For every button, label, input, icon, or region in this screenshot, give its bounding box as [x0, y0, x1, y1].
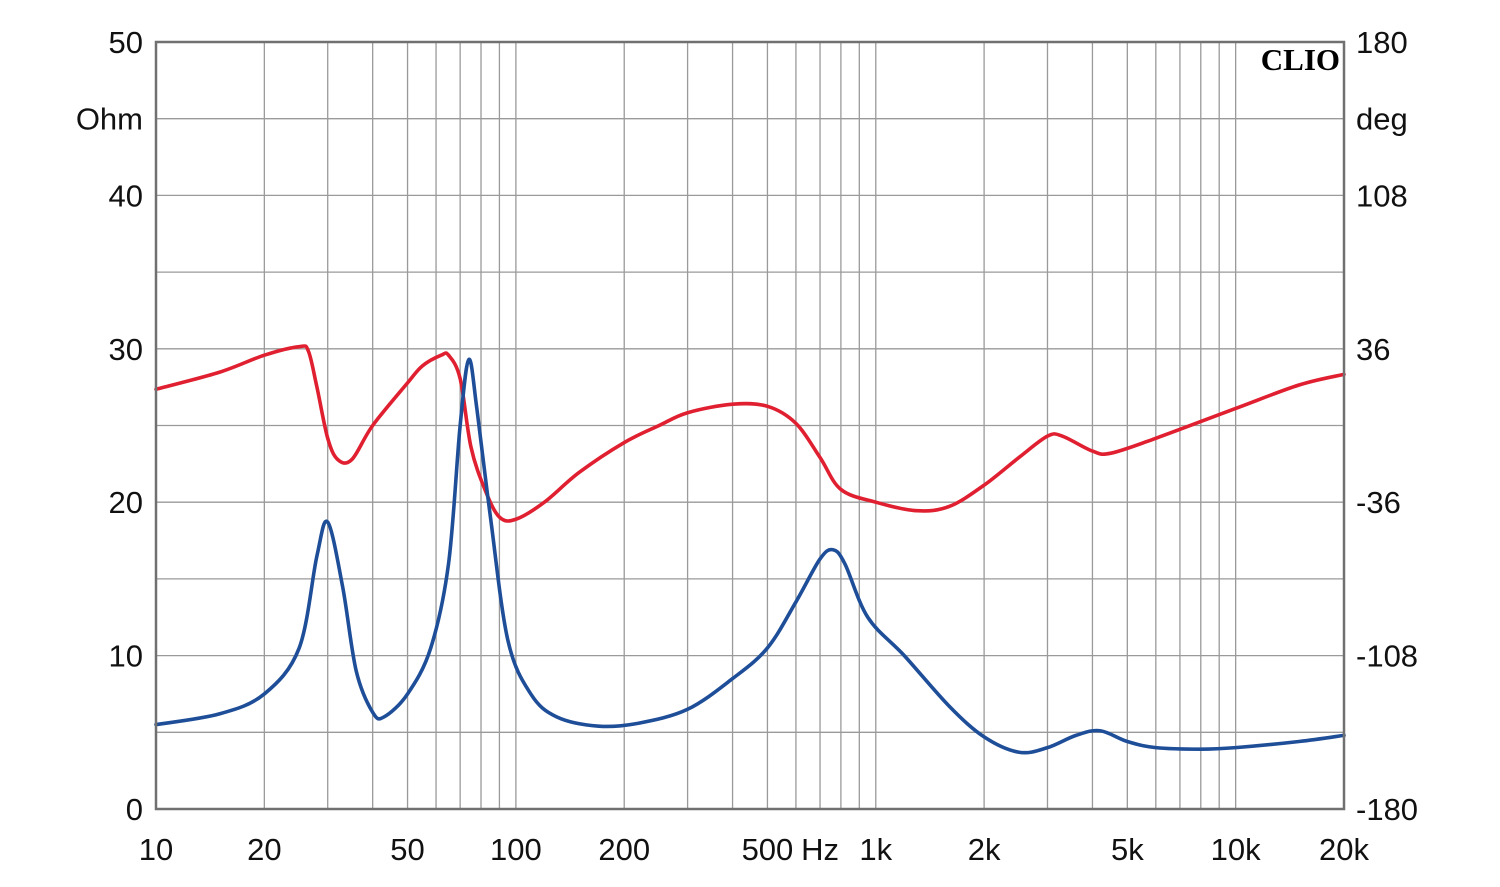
y-right-tick-label: 108	[1356, 178, 1408, 213]
brand-label: CLIO	[1261, 42, 1340, 77]
y-left-tick-label: 10	[109, 639, 143, 674]
x-tick-label: 50	[390, 832, 424, 867]
x-tick-label: 10	[139, 832, 173, 867]
y-right-tick-label: 36	[1356, 332, 1390, 367]
y-right-tick-label: -108	[1356, 639, 1418, 674]
y-left-unit-label: Ohm	[76, 102, 143, 137]
y-right-unit-label: deg	[1356, 102, 1408, 137]
y-left-tick-label: 50	[109, 25, 143, 60]
x-tick-label: 20k	[1319, 832, 1369, 867]
y-right-tick-label: -36	[1356, 485, 1401, 520]
plot-frame	[154, 40, 1346, 811]
axis-labels: 10 20 50 100 200 500 1k 2k 5k 10k 20k Hz 0 10 20 30 40 50…	[76, 25, 1418, 867]
x-tick-label: 200	[598, 832, 650, 867]
x-tick-label: 500	[742, 832, 794, 867]
x-tick-label: 10k	[1211, 832, 1261, 867]
y-left-tick-label: 30	[109, 332, 143, 367]
grid	[155, 42, 1345, 809]
phase-series-line	[154, 344, 1346, 523]
y-right-tick-label: -180	[1356, 792, 1418, 827]
x-tick-label: 2k	[968, 832, 1001, 867]
impedance-series-line	[154, 357, 1346, 755]
y-left-tick-label: 20	[109, 485, 143, 520]
x-tick-label: 5k	[1111, 832, 1144, 867]
series-group	[154, 344, 1346, 755]
x-tick-label: 100	[490, 832, 542, 867]
x-tick-label: 1k	[859, 832, 892, 867]
x-tick-label: 20	[247, 832, 281, 867]
y-right-tick-label: 180	[1356, 25, 1408, 60]
x-unit-label: Hz	[801, 832, 839, 867]
y-left-tick-label: 40	[109, 178, 143, 213]
y-left-tick-label: 0	[126, 792, 143, 827]
